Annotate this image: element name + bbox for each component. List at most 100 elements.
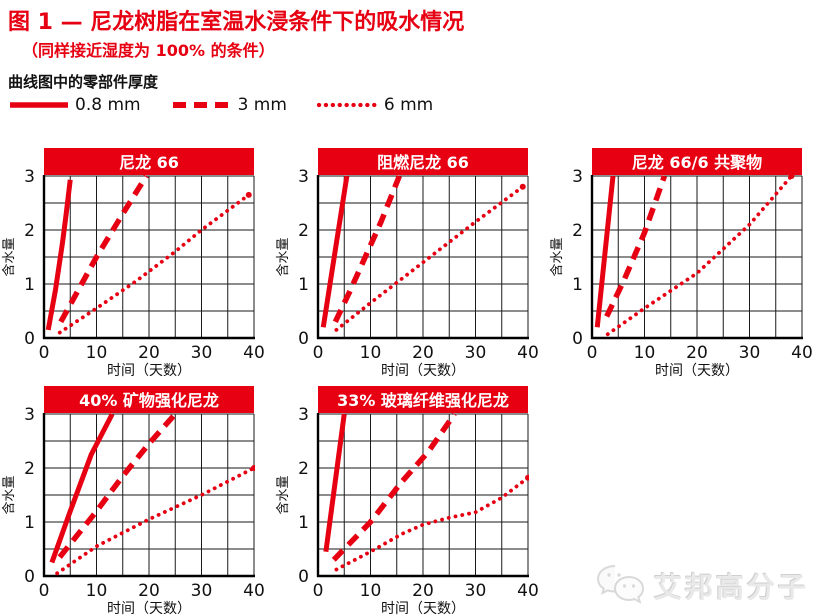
y-tick-label: 3 (24, 167, 35, 187)
y-tick-label: 1 (24, 513, 35, 533)
y-tick-label: 0 (24, 329, 35, 349)
y-tick-label: 2 (298, 221, 309, 241)
chart-banner (318, 148, 528, 175)
chart-banner (44, 386, 254, 413)
y-tick-label: 3 (24, 405, 35, 425)
x-axis-label: 时间（天数） (381, 601, 465, 616)
series-line-solid-0.8mm (323, 413, 347, 553)
series-group (594, 175, 795, 337)
axes (316, 175, 529, 340)
grid-lines (317, 413, 529, 577)
x-axis-label: 时间（天数） (381, 363, 465, 378)
y-tick-label: 3 (298, 405, 309, 425)
wechat-icon (594, 562, 646, 610)
chart-title: 阻燃尼龙 66 (377, 153, 469, 172)
x-tick-label: 10 (86, 343, 108, 363)
y-tick-label: 2 (298, 459, 309, 479)
x-tick-label: 20 (138, 581, 160, 601)
series-line-dotted-6mm (57, 193, 251, 335)
series-line-solid-0.8mm (320, 175, 350, 328)
chart-4: 40% 矿物强化尼龙 0 1 2 3 0 10 20 30 40 时间（天数） 含水量 (0, 378, 274, 616)
thickness-legend: 0.8 mm 3 mm 6 mm (8, 95, 433, 115)
legend-swatch-solid-icon (10, 102, 68, 108)
x-tick-label: 30 (465, 581, 487, 601)
y-axis-label: 含水量 (549, 237, 565, 276)
axes (42, 175, 255, 340)
series-end-dot (251, 465, 255, 471)
grid-lines (317, 175, 529, 339)
y-tick-label: 2 (572, 221, 583, 241)
legend-swatch-dashed-icon (172, 102, 231, 108)
x-axis-label: 时间（天数） (107, 601, 191, 616)
y-tick-label: 0 (572, 329, 583, 349)
series-group (323, 413, 529, 572)
y-tick-label: 1 (298, 513, 309, 533)
series-end-dot (519, 183, 526, 190)
x-tick-label: 10 (360, 581, 382, 601)
axes (590, 175, 803, 340)
legend-label: 3 mm (237, 95, 287, 115)
x-axis-label: 时间（天数） (107, 363, 191, 378)
y-tick-label: 0 (298, 329, 309, 349)
y-tick-label: 0 (24, 567, 35, 587)
chart-title: 40% 矿物强化尼龙 (79, 391, 219, 410)
y-tick-label: 2 (24, 221, 35, 241)
page-title: 图 1 — 尼龙树脂在室温水浸条件下的吸水情况 (8, 10, 465, 35)
x-tick-label: 10 (634, 343, 656, 363)
x-tick-label: 30 (191, 581, 213, 601)
series-line-solid-0.8mm (594, 175, 616, 328)
series-line-dotted-6mm (334, 184, 525, 332)
chart-title: 尼龙 66/6 共聚物 (632, 153, 762, 172)
axes (316, 413, 529, 578)
legend-label: 0.8 mm (75, 95, 141, 115)
legend-title: 曲线图中的零部件厚度 (8, 73, 159, 91)
x-tick-label: 20 (686, 343, 708, 363)
x-tick-label: 10 (86, 581, 108, 601)
page-subtitle: （同样接近湿度为 100% 的条件） (22, 41, 275, 60)
chart-3: 尼龙 66/6 共聚物 0 1 2 3 0 10 20 30 40 时间（天数） 含水量 (548, 140, 822, 378)
legend-label: 6 mm (383, 95, 434, 115)
chart-banner (44, 148, 254, 175)
y-tick-label: 0 (298, 567, 309, 587)
series-line-solid-0.8mm (49, 413, 115, 564)
chart-title: 尼龙 66 (119, 153, 179, 172)
series-line-dashed-3mm (58, 175, 149, 324)
x-tick-label: 40 (517, 581, 539, 601)
series-line-dashed-3mm (604, 175, 668, 318)
series-group (45, 175, 252, 335)
charts-grid: 尼龙 66 0 1 2 3 0 10 20 30 40 时间（天数） 含水量 阻燃尼龙 66 0 1 2 3 0 1… (0, 140, 823, 616)
x-axis-label: 时间（天数） (655, 363, 739, 378)
y-axis-label: 含水量 (1, 237, 17, 276)
y-axis-label: 含水量 (275, 475, 291, 514)
series-line-dashed-3mm (331, 413, 457, 562)
chart-banner (318, 386, 528, 413)
x-tick-label: 0 (313, 581, 324, 601)
series-end-dot (525, 474, 529, 481)
grid-lines (43, 175, 255, 339)
x-tick-label: 30 (739, 343, 761, 363)
chart-5: 33% 玻璃纤维强化尼龙 0 1 2 3 0 10 20 30 40 时间（天数） 含水量 (274, 378, 548, 616)
y-tick-label: 3 (572, 167, 583, 187)
chart-title: 33% 玻璃纤维强化尼龙 (337, 391, 509, 410)
series-line-dotted-6mm (334, 475, 529, 572)
axes (42, 413, 255, 578)
series-group (320, 175, 526, 332)
legend-item-3mm: 3 mm (171, 95, 287, 115)
y-tick-label: 3 (298, 167, 309, 187)
y-tick-label: 2 (24, 459, 35, 479)
chart-banner (592, 148, 802, 175)
x-tick-label: 40 (517, 343, 539, 363)
legend-swatch-dotted-icon (316, 102, 379, 108)
series-end-dot (788, 175, 795, 179)
x-tick-label: 20 (412, 581, 434, 601)
x-tick-label: 30 (465, 343, 487, 363)
y-tick-label: 1 (298, 275, 309, 295)
series-line-solid-0.8mm (45, 179, 73, 331)
series-end-dot (245, 191, 252, 198)
series-line-dashed-3mm (57, 413, 178, 559)
